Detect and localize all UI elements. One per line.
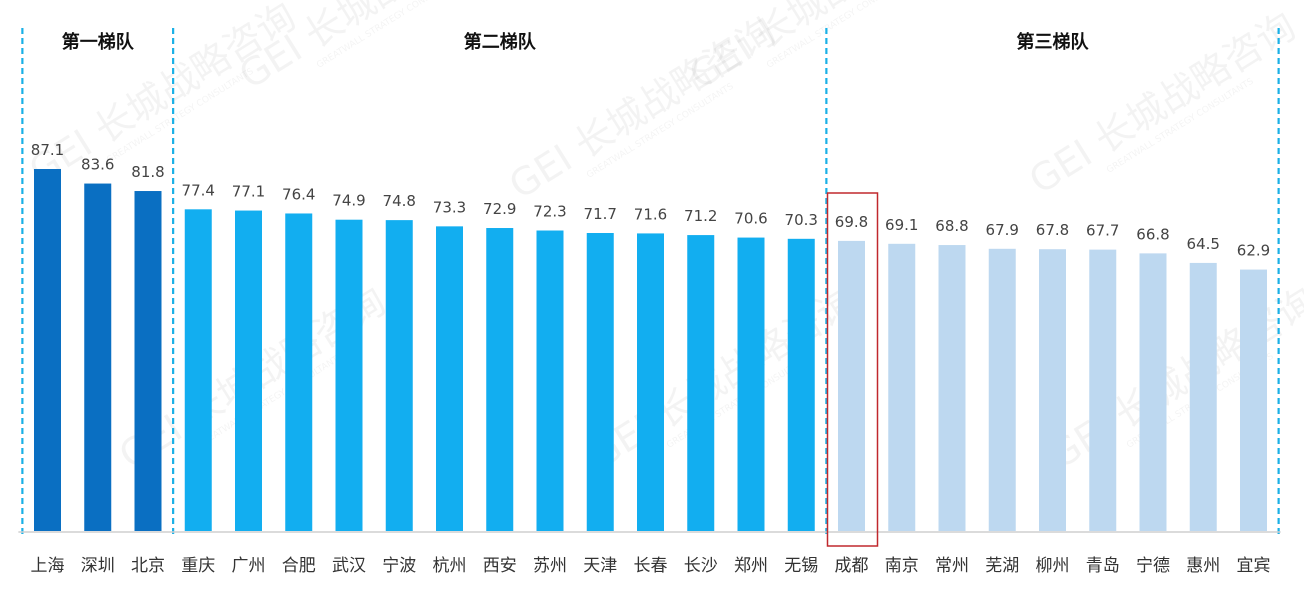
category-label: 惠州 (1186, 556, 1220, 576)
category-label: 北京 (131, 556, 165, 576)
category-labels: 上海 深圳 北京 重庆 广州 合肥 武汉 宁波 杭州 西安 苏州 天津 长春 长沙 郑州 无锡 成都 南京 常州 芜湖… (31, 556, 1271, 576)
highlight-box (826, 192, 879, 547)
value-label: 68.8 (935, 217, 968, 235)
bar (787, 238, 815, 532)
bars (34, 169, 1267, 532)
bar (938, 245, 966, 531)
bar (486, 228, 514, 532)
value-label: 74.8 (383, 192, 416, 210)
category-label: 武汉 (332, 556, 366, 576)
value-label: 74.9 (332, 192, 365, 210)
category-label: 广州 (232, 556, 266, 576)
category-label: 合肥 (282, 556, 316, 576)
category-label: 青岛 (1086, 556, 1120, 576)
value-label: 71.7 (584, 205, 617, 223)
bar (1139, 253, 1167, 531)
value-label: 72.9 (483, 200, 516, 218)
category-label: 杭州 (433, 556, 467, 576)
bar (285, 213, 313, 532)
value-label: 71.2 (684, 207, 717, 225)
bar (988, 248, 1016, 532)
value-label: 87.1 (31, 141, 64, 159)
category-label: 苏州 (533, 556, 567, 576)
bar (1240, 269, 1267, 531)
bar (34, 169, 61, 531)
bar (1189, 262, 1217, 531)
category-label: 郑州 (734, 556, 768, 576)
value-label: 70.6 (734, 210, 767, 228)
category-label: 宁波 (382, 556, 416, 576)
category-label: 重庆 (181, 556, 215, 576)
category-label: 无锡 (784, 556, 818, 576)
category-label: 常州 (935, 556, 969, 576)
bar (436, 226, 463, 531)
category-label: 宁德 (1136, 556, 1170, 576)
bar (235, 210, 262, 532)
bar (737, 237, 765, 531)
value-label: 77.4 (182, 181, 215, 199)
bar (385, 220, 413, 531)
bar (84, 183, 112, 531)
category-label: 长春 (634, 556, 668, 576)
bar (1039, 249, 1066, 531)
value-label: 71.6 (634, 205, 667, 223)
category-label: 芜湖 (985, 556, 1019, 576)
value-label: 72.3 (533, 203, 566, 221)
bar (637, 233, 664, 531)
category-label: 天津 (583, 556, 617, 576)
bar (184, 209, 212, 531)
value-label: 73.3 (433, 198, 466, 216)
tier-title: 第三梯队 (1017, 31, 1090, 53)
bar (888, 243, 916, 532)
category-label: 南京 (885, 556, 919, 576)
value-label: 69.8 (835, 213, 868, 231)
category-label: 深圳 (81, 556, 115, 576)
bar (1089, 249, 1117, 532)
category-label: 成都 (835, 556, 869, 576)
value-label: 62.9 (1237, 242, 1270, 260)
value-label: 64.5 (1187, 235, 1220, 253)
tier-titles: 第一梯队 第二梯队 第三梯队 (62, 31, 1090, 53)
value-label: 77.1 (232, 183, 265, 201)
watermark-text: GEI 长城战略咨询 (681, 0, 963, 98)
tier-title: 第一梯队 (62, 31, 135, 53)
bar (687, 235, 715, 532)
tier-dividers (21, 28, 1280, 536)
bar (335, 219, 363, 531)
value-label: 76.4 (282, 185, 315, 203)
bar (838, 240, 865, 532)
value-label: 66.8 (1136, 225, 1169, 243)
bar (134, 191, 162, 531)
bar (586, 233, 614, 532)
category-label: 宜宾 (1237, 556, 1271, 576)
value-label: 67.9 (986, 221, 1019, 239)
category-label: 西安 (483, 556, 517, 576)
watermark-text: GEI 长城战略咨询 (581, 279, 863, 478)
value-label: 70.3 (785, 211, 818, 229)
bar (536, 230, 564, 531)
value-label: 81.8 (131, 163, 164, 181)
value-label: 67.8 (1036, 221, 1069, 239)
category-label: 柳州 (1036, 556, 1070, 576)
category-label: 长沙 (684, 556, 718, 576)
tier-title: 第二梯队 (464, 31, 537, 53)
category-label: 上海 (31, 556, 65, 576)
value-labels: 87.1 83.6 81.8 77.4 77.1 76.4 74.9 74.8 73.3 72.9… (31, 141, 1270, 260)
value-label: 67.7 (1086, 222, 1119, 240)
value-label: 83.6 (81, 156, 114, 174)
value-label: 69.1 (885, 216, 918, 234)
